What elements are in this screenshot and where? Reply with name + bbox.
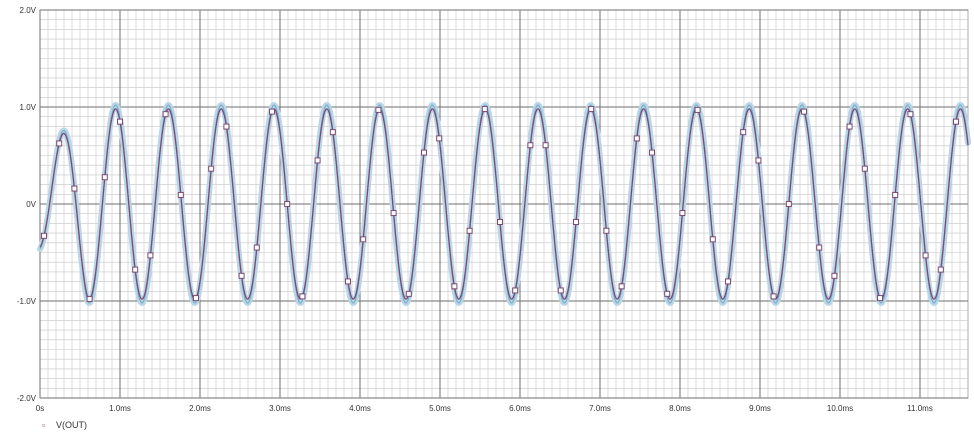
x-tick-label: 1.0ms (109, 404, 131, 413)
x-tick-label: 2.0ms (189, 404, 211, 413)
trace-marker (481, 106, 488, 113)
x-tick-label: 7.0ms (589, 404, 611, 413)
trace-marker (588, 106, 595, 113)
x-tick-label: 8.0ms (669, 404, 691, 413)
trace-marker (725, 278, 731, 285)
trace-marker (573, 218, 579, 225)
trace-marker (907, 111, 914, 118)
trace-marker (649, 149, 655, 156)
trace-marker (177, 191, 184, 198)
trace-marker (618, 283, 625, 290)
trace-marker (709, 236, 716, 243)
trace-marker (329, 129, 336, 136)
y-tick-label: 0V (26, 200, 36, 209)
x-tick-label: 9.0ms (749, 404, 771, 413)
trace-marker (633, 135, 640, 142)
trace-marker (542, 142, 549, 149)
trace-marker (877, 295, 883, 302)
trace-marker (436, 135, 443, 142)
y-axis-ticks: 2.0V 1.0V 0V -1.0V -2.0V (17, 6, 37, 403)
legend: ▫ V(OUT) (42, 420, 87, 430)
trace-marker (56, 140, 63, 147)
x-tick-label: 3.0ms (269, 404, 291, 413)
trace-marker (770, 293, 777, 300)
trace-marker (41, 232, 47, 239)
trace-marker (269, 108, 275, 115)
x-tick-label: 11.0ms (907, 404, 933, 413)
x-tick-label: 0s (36, 404, 44, 413)
x-tick-label: 5.0ms (429, 404, 451, 413)
trace-marker (314, 157, 321, 164)
x-axis-ticks: 0s 1.0ms 2.0ms 3.0ms 4.0ms 5.0ms 6.0ms 7.0ms 8.0… (36, 404, 933, 413)
trace-marker (162, 111, 169, 118)
trace-marker (603, 227, 610, 234)
legend-label: V(OUT) (56, 420, 87, 430)
trace-marker (512, 287, 519, 294)
x-tick-label: 4.0ms (349, 404, 371, 413)
trace-marker (238, 272, 245, 279)
trace-marker (664, 290, 671, 297)
trace-marker (785, 201, 792, 207)
trace-marker (117, 118, 123, 125)
trace-marker (953, 118, 959, 125)
trace-marker (193, 295, 199, 302)
trace-marker (846, 123, 853, 130)
signal-markers (41, 106, 959, 302)
trace-marker (147, 252, 154, 259)
legend-marker-icon: ▫ (42, 420, 45, 430)
trace-marker (421, 149, 427, 156)
trace-marker (497, 218, 503, 225)
trace-marker (740, 129, 747, 136)
trace-marker (679, 210, 686, 217)
trace-marker (375, 106, 382, 113)
trace-marker (451, 283, 458, 290)
trace-marker (86, 295, 93, 302)
trace-marker (801, 108, 807, 115)
trace-marker (360, 236, 367, 243)
trace-marker (284, 201, 291, 207)
trace-marker (405, 290, 412, 297)
trace-marker (527, 142, 534, 149)
trace-marker (892, 191, 899, 198)
x-tick-label: 10.0ms (827, 404, 853, 413)
trace-marker (937, 266, 944, 273)
trace-marker (345, 278, 351, 285)
y-tick-label: -1.0V (17, 297, 37, 306)
trace-marker (390, 210, 397, 217)
trace-marker (694, 106, 701, 113)
trace-marker (861, 165, 868, 172)
trace-marker (132, 266, 139, 273)
trace-marker (557, 287, 564, 294)
trace-marker (253, 244, 260, 251)
trace-marker (299, 293, 306, 300)
y-tick-label: 1.0V (20, 103, 37, 112)
trace-marker (208, 165, 215, 172)
trace-marker (816, 244, 823, 251)
trace-marker (466, 227, 473, 234)
trace-marker (71, 185, 78, 192)
y-tick-label: 2.0V (20, 6, 37, 15)
legend-marker: ▫ (42, 420, 45, 430)
y-tick-label: -2.0V (17, 394, 37, 403)
trace-marker (101, 174, 108, 181)
x-tick-label: 6.0ms (509, 404, 531, 413)
trace-marker (831, 272, 838, 279)
trace-marker (922, 252, 929, 259)
trace-marker (223, 123, 230, 130)
trace-marker (755, 157, 762, 164)
